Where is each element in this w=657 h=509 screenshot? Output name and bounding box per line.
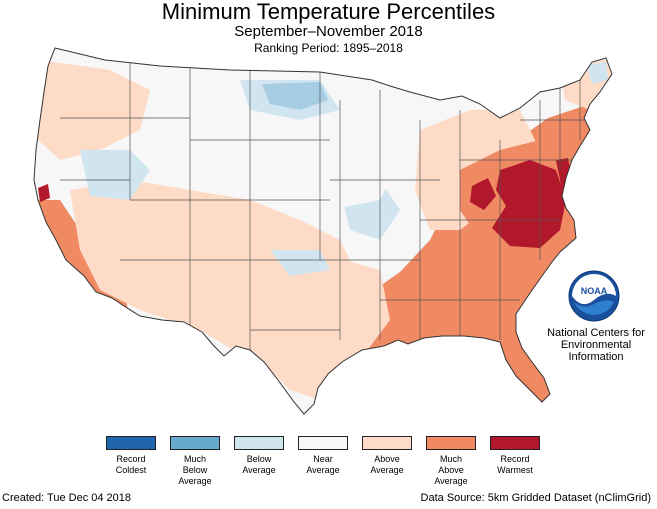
map-title: Minimum Temperature Percentiles xyxy=(161,0,496,24)
region-near-central xyxy=(190,120,400,210)
legend-label: Below Average xyxy=(242,454,276,475)
region-above-northwest xyxy=(38,60,150,160)
legend-label: Record Warmest xyxy=(497,454,533,475)
legend-item-above: Above Average xyxy=(356,436,418,476)
legend-swatch xyxy=(490,436,540,450)
legend: Record Coldest Much Below Average Below Aver… xyxy=(100,436,540,496)
legend-swatch xyxy=(362,436,412,450)
legend-swatch xyxy=(298,436,348,450)
legend-label: Above Average xyxy=(370,454,404,475)
created-date: Created: Tue Dec 04 2018 xyxy=(2,492,132,504)
legend-swatch xyxy=(234,436,284,450)
agency-line-1: National Centers for xyxy=(547,327,645,339)
region-below-maine xyxy=(586,62,608,84)
legend-swatch xyxy=(106,436,156,450)
legend-label: Much Below Average xyxy=(178,454,212,486)
legend-swatch xyxy=(170,436,220,450)
legend-label: Much Above Average xyxy=(434,454,468,486)
region-much-below-dakota xyxy=(262,82,328,110)
legend-item-record-coldest: Record Coldest xyxy=(100,436,162,476)
legend-swatch xyxy=(426,436,476,450)
agency-line-2: Environmental xyxy=(560,339,632,351)
agency-name: National Centers for Environmental Infor… xyxy=(540,327,652,363)
ranking-period: Ranking Period: 1895–2018 xyxy=(254,41,403,55)
map-subtitle: September–November 2018 xyxy=(234,23,423,40)
region-above-texas xyxy=(240,256,390,400)
region-record-warm-ohio xyxy=(470,178,496,210)
legend-item-near: Near Average xyxy=(292,436,354,476)
legend-item-below: Below Average xyxy=(228,436,290,476)
legend-label: Record Coldest xyxy=(115,454,147,475)
noaa-logo-text: NOAA xyxy=(581,286,608,296)
agency-line-3: Information xyxy=(568,351,624,363)
legend-label: Near Average xyxy=(306,454,340,475)
noaa-logo-icon: NOAA xyxy=(568,270,620,322)
state-borders xyxy=(60,48,610,360)
region-below-oklahoma xyxy=(270,250,330,276)
legend-item-much-below: Much Below Average xyxy=(164,436,226,487)
legend-item-much-above: Much Above Average xyxy=(420,436,482,487)
data-source: Data Source: 5km Gridded Dataset (nClimG… xyxy=(420,492,651,504)
region-record-warm-california xyxy=(38,184,50,202)
region-record-warm-midatlantic xyxy=(492,160,566,248)
legend-item-record-warmest: Record Warmest xyxy=(484,436,546,476)
region-below-great-basin xyxy=(80,150,150,200)
